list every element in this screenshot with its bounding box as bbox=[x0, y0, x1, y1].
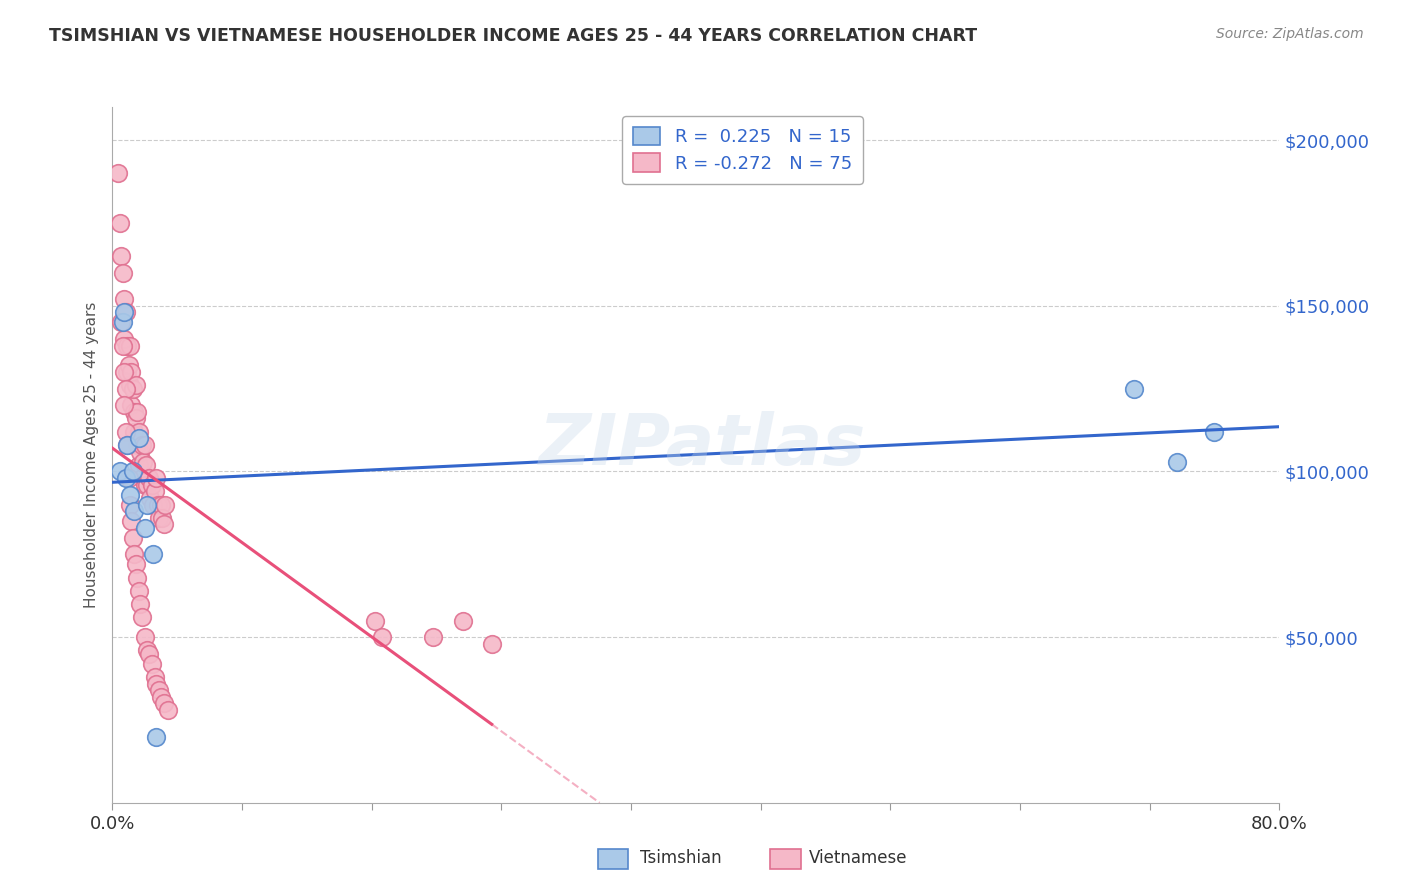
Point bbox=[124, 504, 146, 518]
Point bbox=[451, 614, 474, 628]
Point bbox=[117, 359, 139, 373]
Point bbox=[134, 438, 156, 452]
Point bbox=[422, 630, 444, 644]
Point bbox=[152, 697, 174, 711]
Point bbox=[124, 547, 146, 561]
Point bbox=[134, 630, 156, 644]
Point bbox=[120, 398, 142, 412]
Y-axis label: Householder Income Ages 25 - 44 years: Householder Income Ages 25 - 44 years bbox=[83, 301, 98, 608]
Point bbox=[149, 690, 172, 704]
Point bbox=[120, 514, 142, 528]
Point bbox=[481, 637, 503, 651]
Point bbox=[131, 471, 153, 485]
Point bbox=[134, 477, 156, 491]
Point bbox=[118, 498, 141, 512]
Point bbox=[108, 216, 131, 230]
Point bbox=[122, 382, 145, 396]
Point bbox=[146, 498, 169, 512]
Point bbox=[115, 338, 138, 352]
Point bbox=[136, 643, 159, 657]
Point bbox=[125, 558, 148, 572]
Point bbox=[156, 703, 179, 717]
Point bbox=[122, 531, 145, 545]
Point bbox=[132, 454, 155, 468]
Point bbox=[138, 471, 160, 485]
Point bbox=[115, 438, 138, 452]
Point bbox=[107, 166, 129, 180]
Point bbox=[112, 365, 135, 379]
Text: TSIMSHIAN VS VIETNAMESE HOUSEHOLDER INCOME AGES 25 - 44 YEARS CORRELATION CHART: TSIMSHIAN VS VIETNAMESE HOUSEHOLDER INCO… bbox=[49, 27, 977, 45]
Point bbox=[148, 683, 170, 698]
Point bbox=[111, 338, 134, 352]
Point bbox=[135, 458, 157, 472]
Point bbox=[114, 471, 136, 485]
Point bbox=[150, 511, 173, 525]
Point bbox=[142, 547, 165, 561]
Legend: R =  0.225   N = 15, R = -0.272   N = 75: R = 0.225 N = 15, R = -0.272 N = 75 bbox=[623, 116, 863, 184]
Point bbox=[143, 484, 166, 499]
Point bbox=[138, 647, 160, 661]
Point bbox=[111, 315, 134, 329]
Point bbox=[139, 491, 162, 505]
Point bbox=[142, 498, 165, 512]
Point bbox=[127, 570, 149, 584]
Point bbox=[128, 425, 150, 439]
Point bbox=[371, 630, 394, 644]
Text: Source: ZipAtlas.com: Source: ZipAtlas.com bbox=[1216, 27, 1364, 41]
Point bbox=[118, 378, 141, 392]
Point bbox=[114, 305, 136, 319]
Point bbox=[127, 438, 149, 452]
Point bbox=[152, 517, 174, 532]
Point bbox=[145, 730, 167, 744]
Point bbox=[1122, 382, 1144, 396]
Point bbox=[122, 465, 145, 479]
Point bbox=[124, 405, 146, 419]
Point bbox=[117, 471, 139, 485]
Point bbox=[128, 458, 150, 472]
Point bbox=[112, 332, 135, 346]
Point bbox=[148, 511, 170, 525]
Point bbox=[128, 431, 150, 445]
Point bbox=[143, 670, 166, 684]
Point bbox=[1202, 425, 1225, 439]
Point bbox=[110, 249, 132, 263]
Point bbox=[127, 405, 149, 419]
Point bbox=[125, 411, 148, 425]
Point bbox=[364, 614, 387, 628]
Point bbox=[136, 477, 159, 491]
Point bbox=[112, 305, 135, 319]
Point bbox=[114, 382, 136, 396]
Point bbox=[111, 266, 134, 280]
Point bbox=[124, 425, 146, 439]
Point bbox=[114, 425, 136, 439]
Point bbox=[115, 365, 138, 379]
Point bbox=[145, 471, 167, 485]
Point bbox=[112, 292, 135, 306]
Point bbox=[136, 498, 159, 512]
Point bbox=[145, 676, 167, 690]
Point bbox=[108, 465, 131, 479]
Point bbox=[128, 583, 150, 598]
Point bbox=[129, 444, 152, 458]
Point bbox=[120, 365, 142, 379]
Point bbox=[1166, 454, 1188, 468]
Point bbox=[112, 398, 135, 412]
Point bbox=[131, 610, 153, 624]
Point bbox=[118, 488, 141, 502]
Point bbox=[141, 657, 163, 671]
Point bbox=[141, 477, 163, 491]
Point bbox=[149, 498, 172, 512]
Text: Vietnamese: Vietnamese bbox=[808, 849, 907, 867]
Point bbox=[131, 438, 153, 452]
Point bbox=[115, 438, 138, 452]
Point bbox=[125, 378, 148, 392]
Point bbox=[110, 315, 132, 329]
Text: ZIPatlas: ZIPatlas bbox=[540, 411, 866, 481]
Point bbox=[129, 597, 152, 611]
Point bbox=[153, 498, 176, 512]
Point bbox=[118, 338, 141, 352]
Text: Tsimshian: Tsimshian bbox=[640, 849, 721, 867]
Point bbox=[134, 521, 156, 535]
